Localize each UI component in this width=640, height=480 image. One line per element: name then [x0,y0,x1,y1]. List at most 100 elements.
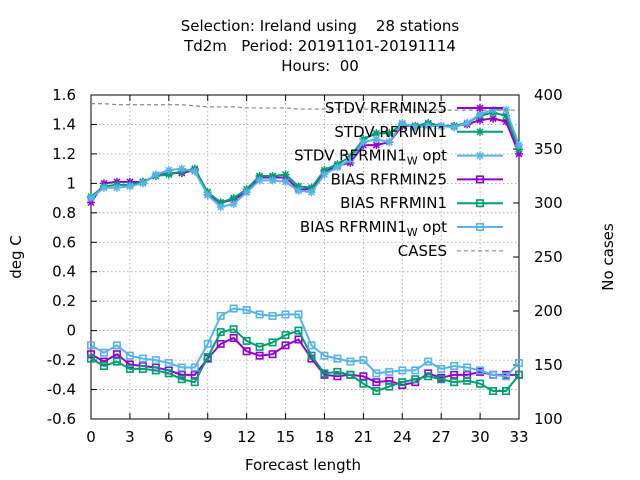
series-2-point [515,141,523,150]
series-5-point [294,310,303,319]
legend-label-3: BIAS RFRMIN25 [331,170,447,188]
series-2-point [177,164,186,173]
series-3-point [359,372,368,381]
series-2-point [203,191,212,200]
legend-label-text: STDV RFRMIN25 [325,99,447,117]
series-4-point [138,364,147,373]
series-2-point [268,176,277,185]
legend-marker-0 [476,104,484,112]
series-5-point [476,366,485,375]
series-3-point [450,370,459,379]
series-4-point [463,376,472,385]
series-2-point [125,182,134,191]
series-2-point [242,188,251,197]
y2-tick-label: 150 [534,356,563,374]
series-4-point [450,378,459,387]
y-tick-label: 0.4 [52,263,76,281]
series-5-point [229,304,238,313]
series-5-point [372,369,381,378]
legend-label-suffix: opt [418,218,447,236]
series-4-point [359,379,368,388]
series-3-point [255,351,264,360]
chart-title-line-2: Td2m Period: 20191101-20191114 [184,37,456,55]
y-tick-label: 1.4 [52,115,76,133]
series-3-point [294,335,303,344]
series-4-point [476,379,485,388]
series-line-6 [91,103,519,111]
series-5-point [125,351,134,360]
series-2-point [281,177,290,186]
series-4-point [151,366,160,375]
series-4-point [268,338,277,347]
series-2-point [99,183,108,192]
series-line-5 [90,307,520,378]
legend-label-0: STDV RFRMIN25 [325,99,447,117]
series-2-point [333,163,342,172]
series-2-point [255,176,264,185]
x-tick-label: 24 [393,428,412,446]
legend-marker-5 [475,223,484,232]
series-2-point [112,183,121,192]
series-4-point [320,369,329,378]
series-2-point [398,118,407,127]
series-4-point [87,354,96,363]
series-4-point [203,353,212,362]
series-1-point [385,129,394,138]
legend-marker-4 [475,199,484,208]
x-tick-label: 27 [432,428,451,446]
series-2-point [151,170,160,179]
series-4-point [398,378,407,387]
series-4-point [125,364,134,373]
x-tick-label: 21 [354,428,373,446]
y2-tick-label: 250 [534,248,563,266]
x-tick-label: 18 [315,428,334,446]
series-2-point [437,121,446,130]
legend-label-5: BIAS RFRMIN1W opt [300,218,447,239]
series-5-point [268,311,277,320]
y-axis-label: deg C [7,235,25,279]
series-5-point [385,367,394,376]
y-tick-label: -0.6 [47,410,76,428]
y-tick-label: 0.8 [52,204,76,222]
series-2-point [463,118,472,127]
y2-tick-label: 300 [534,194,563,212]
series-2-point [411,123,420,132]
x-tick-label: 15 [276,428,295,446]
series-2-point [229,199,238,208]
series-4-point [411,375,420,384]
series-5-point [177,363,186,372]
x-tick-label: 33 [509,428,528,446]
series-5-point [307,341,316,350]
series-1-point [229,194,238,203]
series-5-point [424,357,433,366]
y-tick-label: 1.2 [52,145,76,163]
x-tick-label: 0 [86,428,96,446]
series-2-point [190,167,199,176]
series-5-point [333,354,342,363]
x-tick-label: 30 [471,428,490,446]
legend-marker-3 [475,175,484,184]
series-2-point [307,188,316,197]
y2-tick-label: 200 [534,302,563,320]
y-tick-label: -0.2 [47,351,76,369]
legend-label-subscript: W [407,226,418,239]
x-tick-label: 9 [203,428,213,446]
series-5-point [502,372,511,381]
y-tick-label: 0 [66,322,76,340]
series-5-point [281,310,290,319]
series-4-point [385,382,394,391]
series-5-point [164,359,173,368]
chart-title-line-1: Selection: Ireland using 28 stations [180,17,460,35]
series-4-point [307,351,316,360]
series-3-point [333,372,342,381]
legend-label-subscript: W [407,155,418,168]
x-tick-label: 12 [237,428,256,446]
series-3-point [112,350,121,359]
series-4-point [346,370,355,379]
series-5-point [359,356,368,365]
x-tick-label: 6 [164,428,174,446]
series-3-point [229,333,238,342]
series-2-point [164,166,173,175]
legend-label-text: STDV RFRMIN1 [334,123,447,141]
